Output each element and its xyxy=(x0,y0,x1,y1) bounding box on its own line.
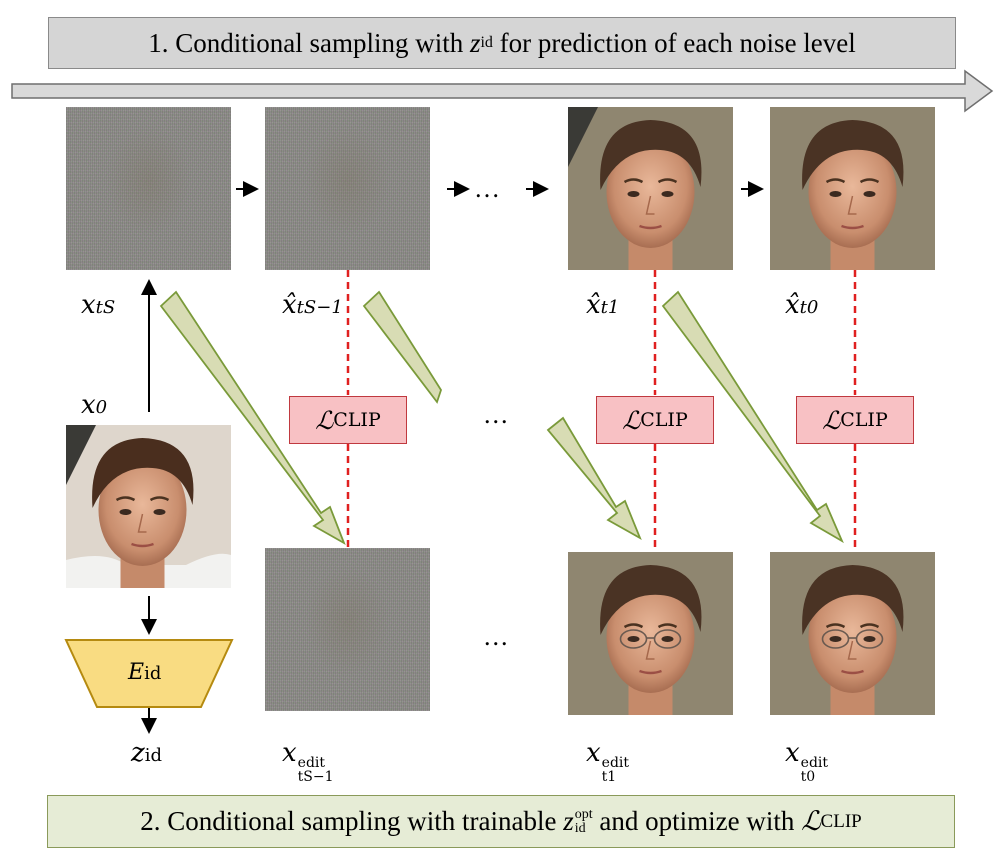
label-encoder: Eid xyxy=(128,660,162,685)
encoder-shape xyxy=(64,639,234,708)
ellipsis-bottom: ... xyxy=(484,622,510,651)
clip-loss-box-1: ℒ CLIP xyxy=(289,396,407,444)
clip-loss-box-3: ℒ CLIP xyxy=(796,396,914,444)
face-photo-t1 xyxy=(568,107,733,270)
banner-bottom-loss-sub: CLIP xyxy=(820,810,862,832)
noise-image-xts1 xyxy=(265,107,430,270)
noise-image-xts xyxy=(66,107,231,270)
banner-top-suffix: for prediction of each noise level xyxy=(499,27,856,58)
face-photo-edit-t0 xyxy=(770,552,935,715)
label-xts: xtS xyxy=(81,290,116,320)
green-arrow-3 xyxy=(546,416,642,541)
label-edit-xt0: x edit t0 xyxy=(785,738,829,785)
ellipsis-middle: ... xyxy=(484,400,510,429)
banner-top-prefix: 1. Conditional sampling with xyxy=(148,27,464,58)
face-photo-x0 xyxy=(66,425,231,588)
clip-loss-box-2: ℒ CLIP xyxy=(596,396,714,444)
banner-bottom: 2. Conditional sampling with trainable z… xyxy=(47,795,955,848)
banner-bottom-prefix: 2. Conditional sampling with trainable xyxy=(140,806,557,836)
label-xt1: x̂t1 xyxy=(586,290,620,320)
label-x0: x0 xyxy=(81,390,108,420)
label-edit-xt1: x edit t1 xyxy=(586,738,630,785)
green-arrow-2 xyxy=(362,290,442,404)
banner-bottom-middle: and optimize with xyxy=(599,806,795,836)
label-xts1: x̂tS−1 xyxy=(282,290,343,320)
process-arrow xyxy=(11,69,994,113)
face-photo-edit-t1 xyxy=(568,552,733,715)
ellipsis-top: … xyxy=(474,174,502,203)
banner-top-z: z xyxy=(469,27,481,58)
banner-bottom-z: z xyxy=(563,806,574,836)
label-zid: zid xyxy=(131,738,162,768)
noise-image-edit-xts1 xyxy=(265,548,430,711)
banner-top-z-sub: id xyxy=(480,34,493,51)
label-edit-xts1: x edit tS−1 xyxy=(282,738,334,785)
label-xt0: x̂t0 xyxy=(785,290,819,320)
green-arrow-1 xyxy=(159,290,346,546)
green-arrow-4 xyxy=(661,290,844,544)
face-photo-t0 xyxy=(770,107,935,270)
clip-dash-lines xyxy=(346,270,857,548)
banner-bottom-loss: ℒ xyxy=(801,806,821,837)
banner-top: 1. Conditional sampling with z id for pre… xyxy=(48,17,956,69)
green-arrows xyxy=(159,290,844,546)
